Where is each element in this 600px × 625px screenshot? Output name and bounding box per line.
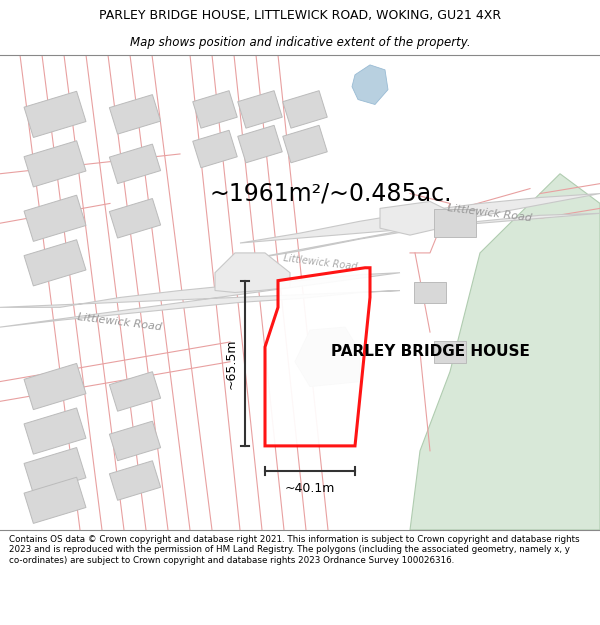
Polygon shape: [193, 91, 237, 128]
Polygon shape: [24, 91, 86, 138]
Text: Littlewick Road: Littlewick Road: [447, 203, 533, 224]
Polygon shape: [193, 130, 237, 168]
Polygon shape: [109, 199, 161, 238]
Text: Map shows position and indicative extent of the property.: Map shows position and indicative extent…: [130, 36, 470, 49]
Polygon shape: [24, 448, 86, 494]
Polygon shape: [283, 126, 327, 162]
Polygon shape: [410, 174, 600, 530]
Polygon shape: [238, 91, 282, 128]
Text: ~1961m²/~0.485ac.: ~1961m²/~0.485ac.: [210, 181, 452, 206]
Polygon shape: [109, 461, 161, 500]
Text: ~40.1m: ~40.1m: [285, 482, 335, 495]
Polygon shape: [109, 421, 161, 461]
Polygon shape: [295, 327, 360, 386]
Polygon shape: [238, 126, 282, 162]
Polygon shape: [24, 240, 86, 286]
Text: Contains OS data © Crown copyright and database right 2021. This information is : Contains OS data © Crown copyright and d…: [9, 535, 580, 565]
Polygon shape: [109, 372, 161, 411]
Polygon shape: [380, 201, 450, 235]
Text: Littlewick Road: Littlewick Road: [77, 312, 163, 332]
Polygon shape: [434, 341, 466, 362]
Polygon shape: [24, 408, 86, 454]
Polygon shape: [24, 363, 86, 409]
Polygon shape: [283, 91, 327, 128]
Polygon shape: [414, 282, 446, 303]
Polygon shape: [0, 272, 400, 327]
Text: ~65.5m: ~65.5m: [224, 338, 238, 389]
Polygon shape: [24, 478, 86, 523]
Polygon shape: [352, 65, 388, 104]
Text: Littlewick Road: Littlewick Road: [283, 253, 358, 272]
Polygon shape: [434, 209, 476, 237]
Text: PARLEY BRIDGE HOUSE: PARLEY BRIDGE HOUSE: [331, 344, 529, 359]
Text: PARLEY BRIDGE HOUSE, LITTLEWICK ROAD, WOKING, GU21 4XR: PARLEY BRIDGE HOUSE, LITTLEWICK ROAD, WO…: [99, 9, 501, 22]
Polygon shape: [240, 194, 600, 261]
Polygon shape: [109, 94, 161, 134]
Polygon shape: [24, 195, 86, 241]
Polygon shape: [24, 141, 86, 187]
Polygon shape: [265, 268, 370, 446]
Polygon shape: [109, 144, 161, 184]
Polygon shape: [215, 253, 290, 292]
